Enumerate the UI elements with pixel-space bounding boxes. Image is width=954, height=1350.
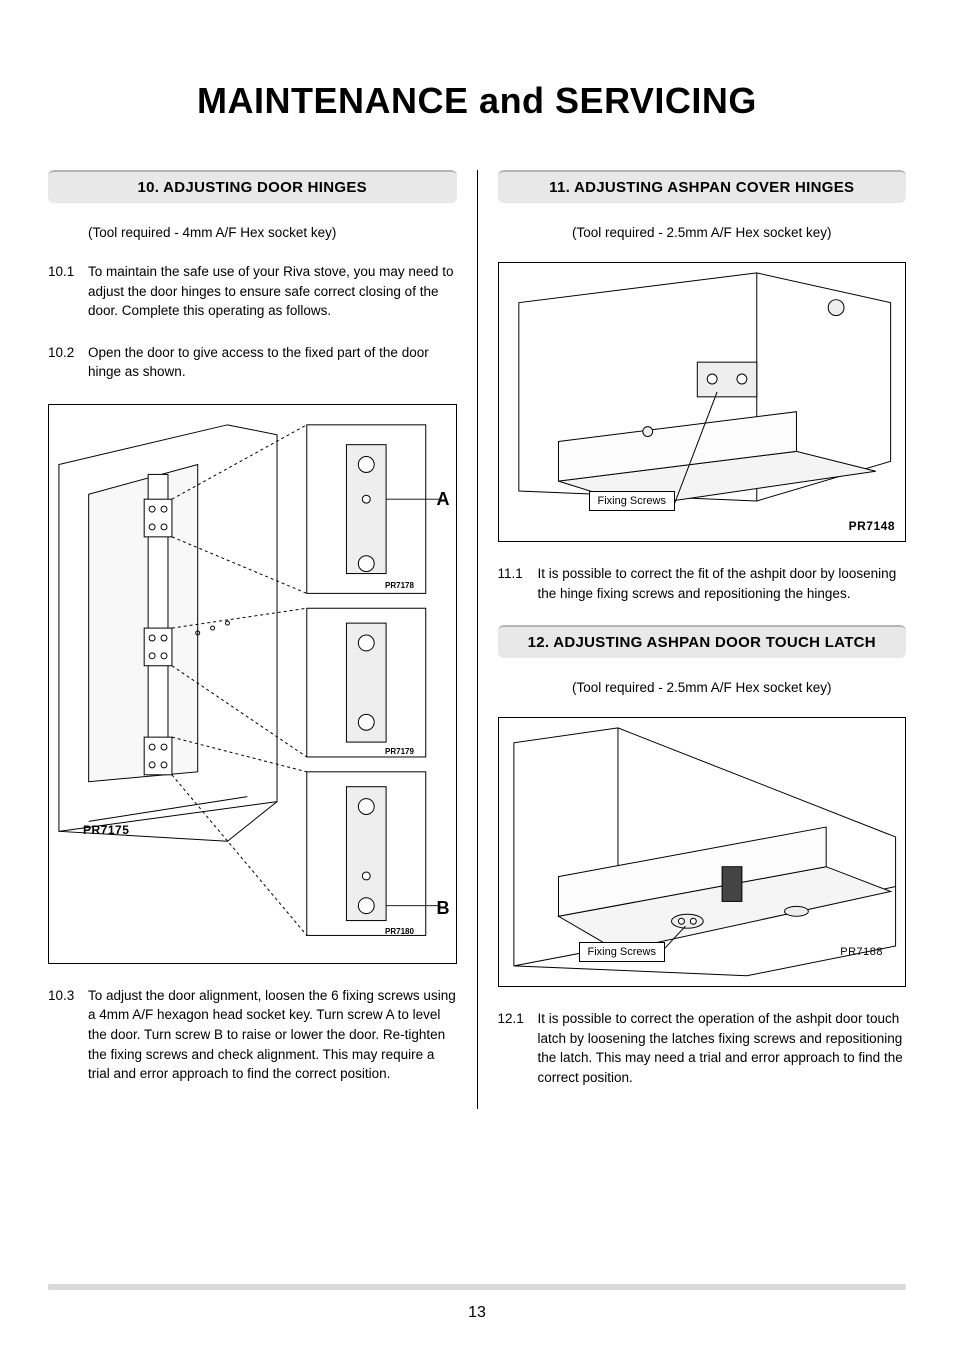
right-column: 11. ADJUSTING ASHPAN COVER HINGES (Tool … [478, 170, 907, 1109]
page-number: 13 [0, 1304, 954, 1322]
section-11-heading: 11. ADJUSTING ASHPAN COVER HINGES [498, 170, 907, 203]
footer-rule [48, 1284, 906, 1290]
para-number: 11.1 [498, 564, 538, 603]
section-10-tool-note: (Tool required - 4mm A/F Hex socket key) [88, 225, 457, 240]
figure-partno-inset3: PR7180 [385, 927, 414, 936]
section-12-heading: 12. ADJUSTING ASHPAN DOOR TOUCH LATCH [498, 625, 907, 658]
para-text: To adjust the door alignment, loosen the… [88, 986, 457, 1084]
para-number: 10.1 [48, 262, 88, 321]
section-12-tool-note: (Tool required - 2.5mm A/F Hex socket ke… [498, 680, 907, 695]
para-text: It is possible to correct the fit of the… [538, 564, 907, 603]
page-title: MAINTENANCE and SERVICING [48, 80, 906, 122]
para-text: To maintain the safe use of your Riva st… [88, 262, 457, 321]
left-column: 10. ADJUSTING DOOR HINGES (Tool required… [48, 170, 477, 1109]
figure-door-hinges: A B PR7175 PR7178 PR7179 PR7180 [48, 404, 457, 964]
para-number: 10.2 [48, 343, 88, 382]
figure-partno-inset1: PR7178 [385, 581, 414, 590]
figure-mark-b: B [437, 898, 450, 919]
para-11-1: 11.1 It is possible to correct the fit o… [498, 564, 907, 603]
figure-mark-a: A [437, 489, 450, 510]
figure-ashpan-cover-svg [499, 263, 906, 541]
figure-11-partno: PR7148 [849, 519, 895, 533]
figure-ashpan-touch-latch: Fixing Screws PR7188 [498, 717, 907, 987]
figure-12-fixing-screws-label: Fixing Screws [579, 942, 665, 962]
para-10-2: 10.2 Open the door to give access to the… [48, 343, 457, 382]
para-10-3: 10.3 To adjust the door alignment, loose… [48, 986, 457, 1084]
section-10-heading: 10. ADJUSTING DOOR HINGES [48, 170, 457, 203]
figure-partno-main: PR7175 [83, 823, 129, 837]
figure-door-hinges-svg [49, 405, 456, 960]
para-12-1: 12.1 It is possible to correct the opera… [498, 1009, 907, 1087]
figure-partno-inset2: PR7179 [385, 747, 414, 756]
para-text: Open the door to give access to the fixe… [88, 343, 457, 382]
figure-11-fixing-screws-label: Fixing Screws [589, 491, 675, 511]
figure-12-partno: PR7188 [840, 946, 883, 958]
para-10-1: 10.1 To maintain the safe use of your Ri… [48, 262, 457, 321]
section-11-tool-note: (Tool required - 2.5mm A/F Hex socket ke… [498, 225, 907, 240]
figure-ashpan-cover-hinges: Fixing Screws PR7148 [498, 262, 907, 542]
para-number: 10.3 [48, 986, 88, 1084]
two-column-layout: 10. ADJUSTING DOOR HINGES (Tool required… [48, 170, 906, 1109]
para-number: 12.1 [498, 1009, 538, 1087]
para-text: It is possible to correct the operation … [538, 1009, 907, 1087]
